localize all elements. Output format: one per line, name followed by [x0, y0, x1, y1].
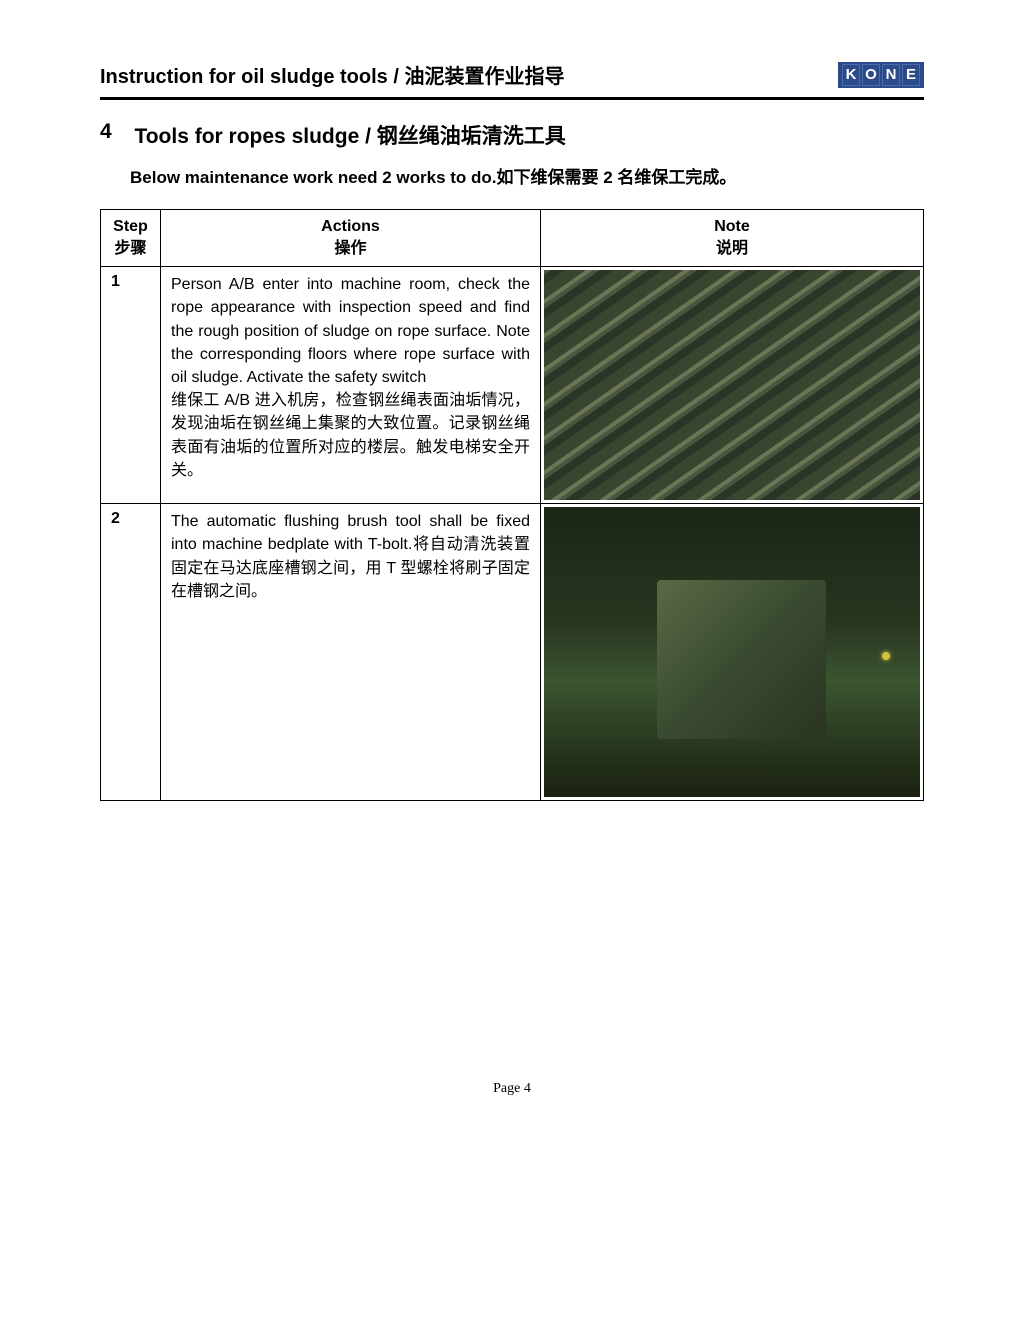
rope-surface-image — [544, 270, 920, 500]
section-number: 4 — [100, 120, 130, 144]
logo-letter: E — [902, 64, 920, 86]
table-header-row: Step 步骤 Actions 操作 Note 说明 — [101, 209, 924, 267]
step-note-image — [541, 267, 924, 504]
section-heading: 4 Tools for ropes sludge / 钢丝绳油垢清洗工具 — [100, 120, 924, 150]
header-actions: Actions 操作 — [161, 209, 541, 267]
section-title: Tools for ropes sludge / 钢丝绳油垢清洗工具 — [134, 120, 565, 150]
machine-bedplate-image — [544, 507, 920, 797]
step-note-image — [541, 504, 924, 801]
logo-letter: K — [842, 64, 860, 86]
instruction-table: Step 步骤 Actions 操作 Note 说明 1 Person A/B … — [100, 209, 924, 802]
page-header: Instruction for oil sludge tools / 油泥装置作… — [100, 60, 924, 100]
kone-logo: K O N E — [838, 62, 924, 88]
page-number: Page 4 — [100, 1081, 924, 1097]
step-actions: The automatic flushing brush tool shall … — [161, 504, 541, 801]
logo-letter: N — [882, 64, 900, 86]
header-note: Note 说明 — [541, 209, 924, 267]
step-number: 2 — [101, 504, 161, 801]
section-subtitle: Below maintenance work need 2 works to d… — [130, 165, 924, 191]
table-row: 1 Person A/B enter into machine room, ch… — [101, 267, 924, 504]
header-title: Instruction for oil sludge tools / 油泥装置作… — [100, 60, 564, 89]
header-step: Step 步骤 — [101, 209, 161, 267]
table-row: 2 The automatic flushing brush tool shal… — [101, 504, 924, 801]
logo-letter: O — [862, 64, 880, 86]
step-actions: Person A/B enter into machine room, chec… — [161, 267, 541, 504]
step-number: 1 — [101, 267, 161, 504]
logo-box: K O N E — [838, 62, 924, 88]
